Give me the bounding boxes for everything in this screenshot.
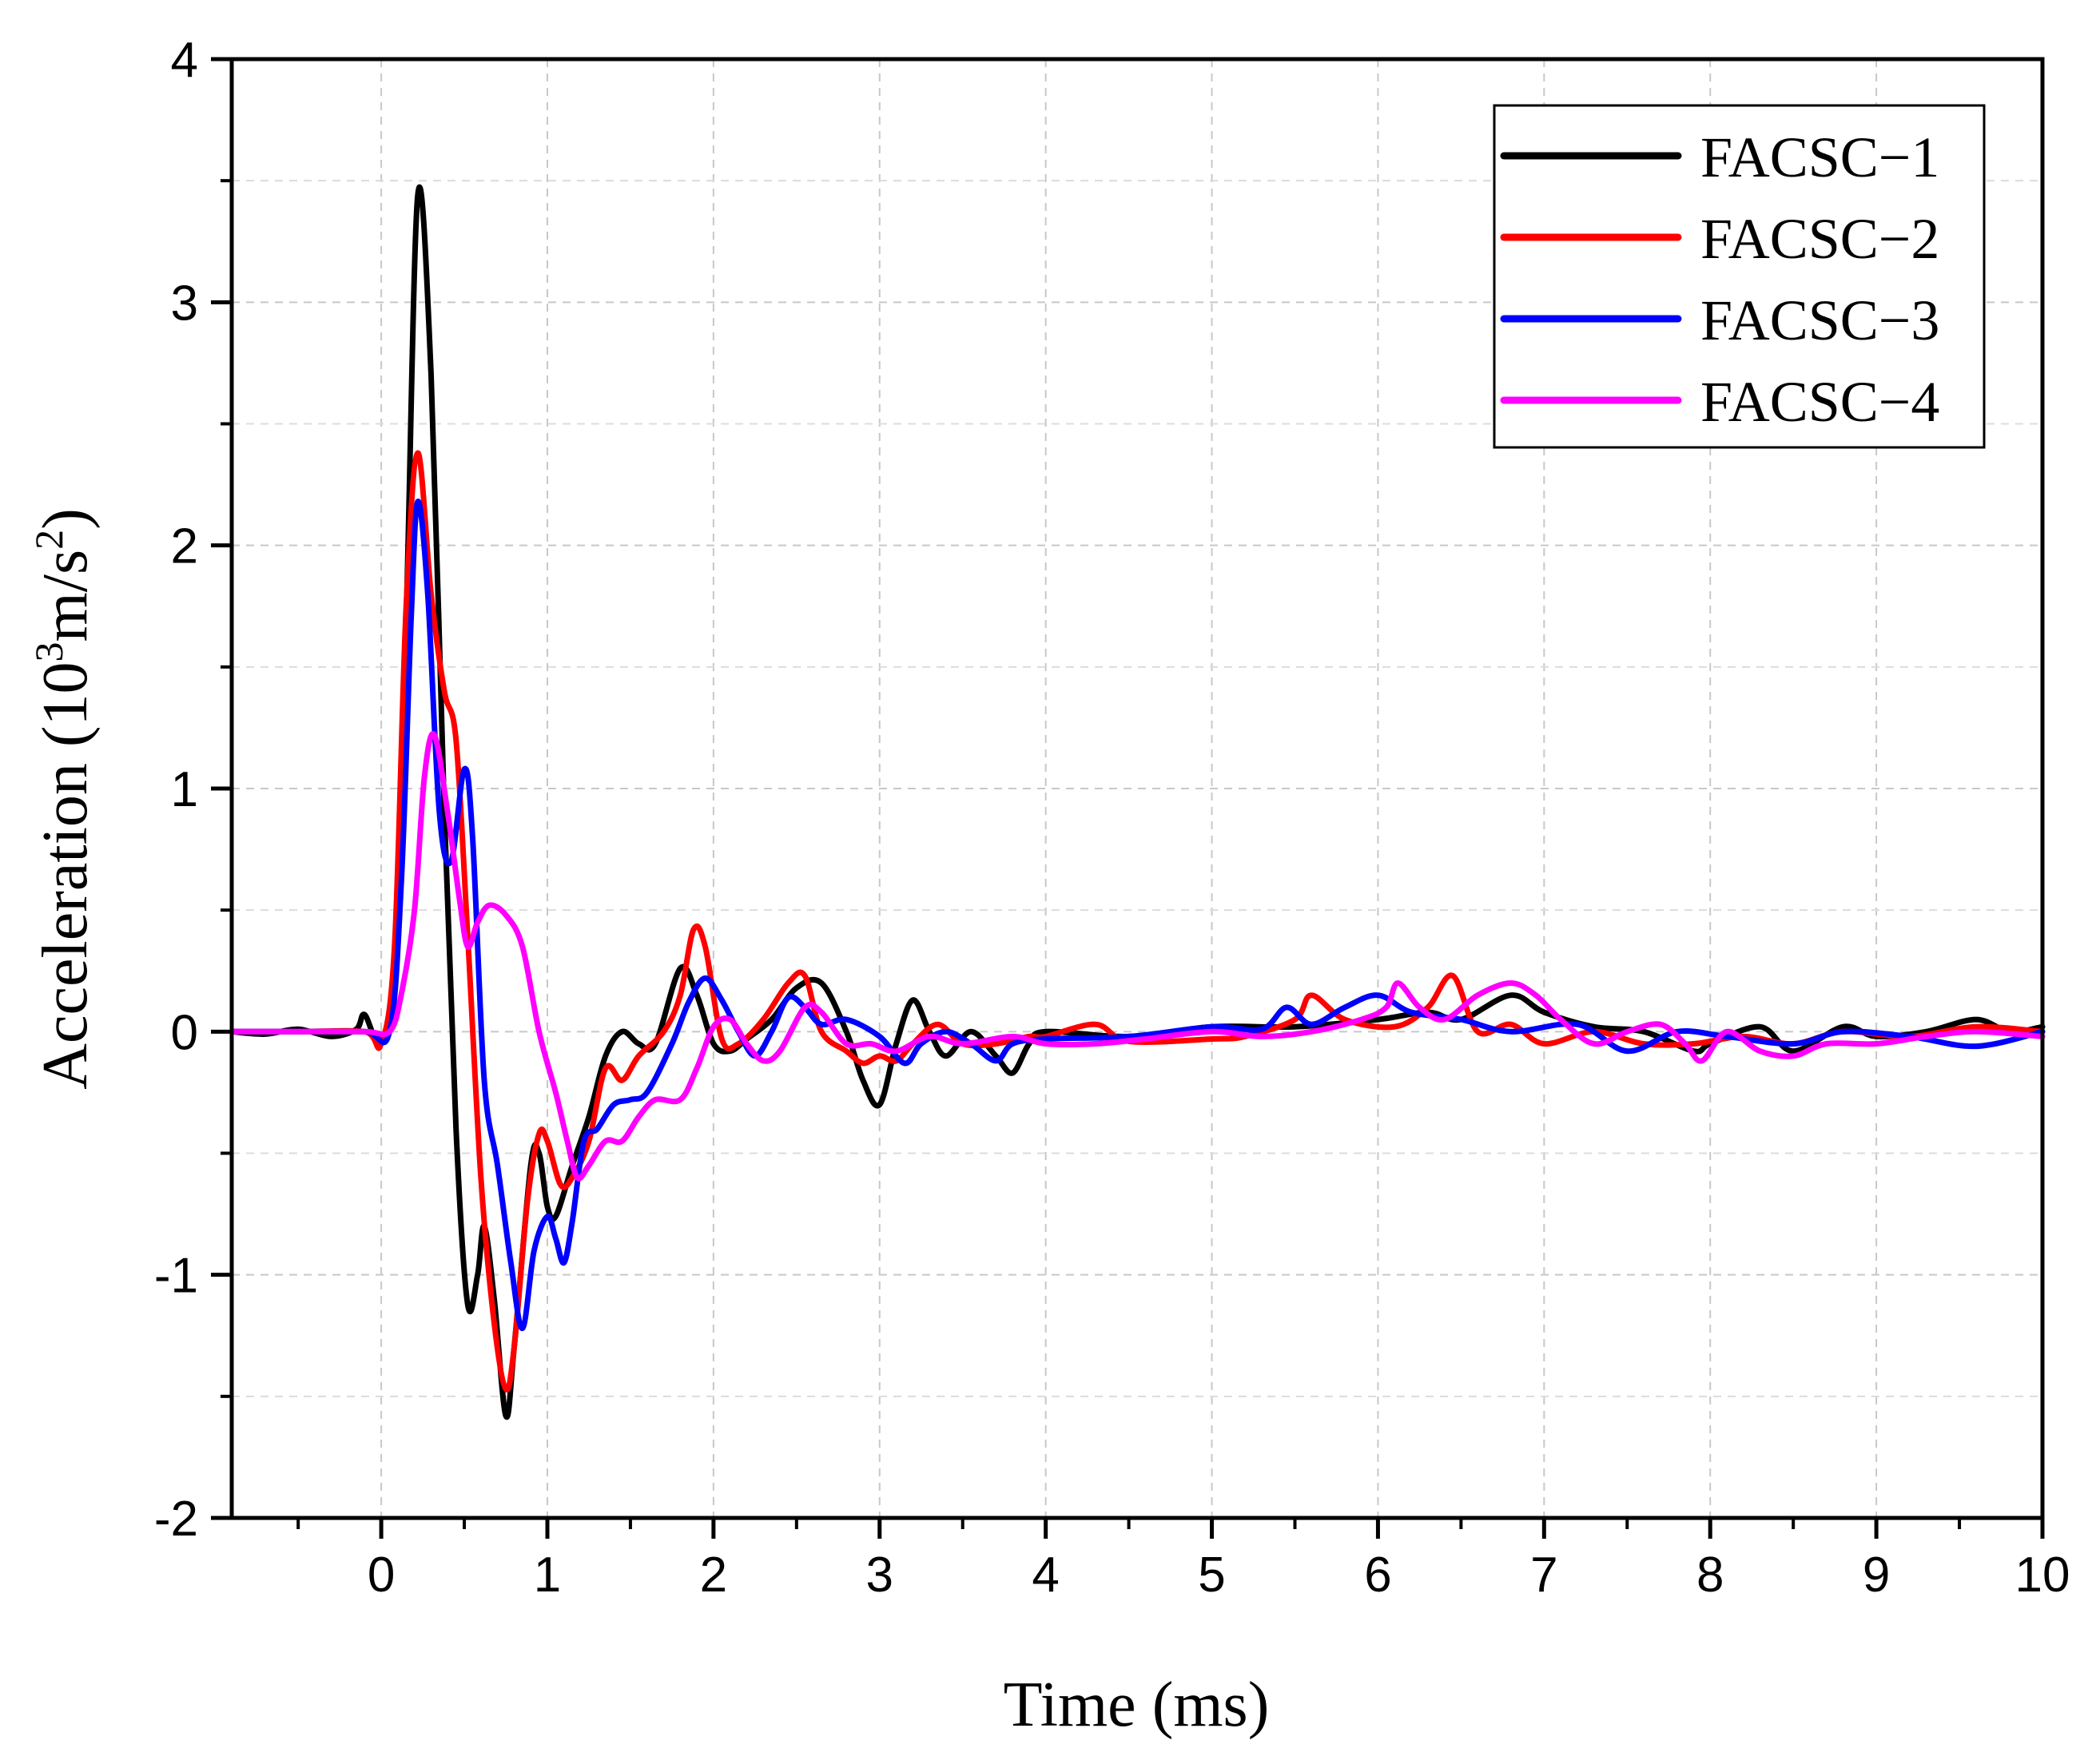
y-tick-label: 4 [171, 33, 198, 88]
y-tick-label: -1 [154, 1249, 198, 1304]
y-axis-title-prefix: Acceleration (10 [30, 662, 101, 1089]
x-tick-label: 3 [866, 1547, 893, 1603]
x-tick-label: 6 [1364, 1547, 1391, 1603]
legend-label-4: FACSC−4 [1700, 370, 1939, 434]
x-axis-title: Time (ms) [1004, 1670, 1270, 1740]
y-tick-label: 2 [171, 519, 198, 574]
y-axis-title-exp2: 2 [26, 530, 71, 550]
y-axis-title: Acceleration (103m/s2) [26, 508, 101, 1090]
x-tick-label: 1 [534, 1547, 561, 1603]
legend-label-1: FACSC−1 [1700, 125, 1939, 189]
x-tick-label: 5 [1198, 1547, 1225, 1603]
y-tick-label: -2 [154, 1492, 198, 1547]
y-axis-title-exp1: 3 [26, 642, 71, 662]
legend-label-3: FACSC−3 [1700, 288, 1939, 352]
y-tick-label: 1 [171, 762, 198, 817]
series-line-4 [229, 731, 2046, 1182]
y-axis-title-mid: m/s [30, 550, 101, 642]
legend-label-2: FACSC−2 [1700, 207, 1939, 271]
y-axis-title-suffix: ) [30, 508, 101, 530]
x-tick-label: 10 [2015, 1547, 2070, 1603]
x-tick-label: 4 [1032, 1547, 1059, 1603]
tick-labels: 0 1 2 3 4 5 6 7 8 9 10 -2 -1 0 1 2 3 4 [154, 33, 2070, 1603]
x-tick-label: 9 [1863, 1547, 1890, 1603]
series-line-2 [229, 450, 2046, 1393]
legend-box [1493, 104, 1986, 449]
x-tick-label: 2 [700, 1547, 727, 1603]
y-tick-label: 3 [171, 276, 198, 331]
y-tick-label: 0 [171, 1005, 198, 1060]
grid-lines [232, 59, 2042, 1518]
series-line-3 [229, 499, 2046, 1332]
axis-ticks [211, 57, 2045, 1539]
x-tick-label: 8 [1696, 1547, 1724, 1603]
series-lines [229, 184, 2046, 1420]
x-tick-label: 7 [1530, 1547, 1557, 1603]
legend: FACSC−1 FACSC−2 FACSC−3 FACSC−4 [1493, 104, 1986, 449]
x-tick-label: 0 [368, 1547, 395, 1603]
